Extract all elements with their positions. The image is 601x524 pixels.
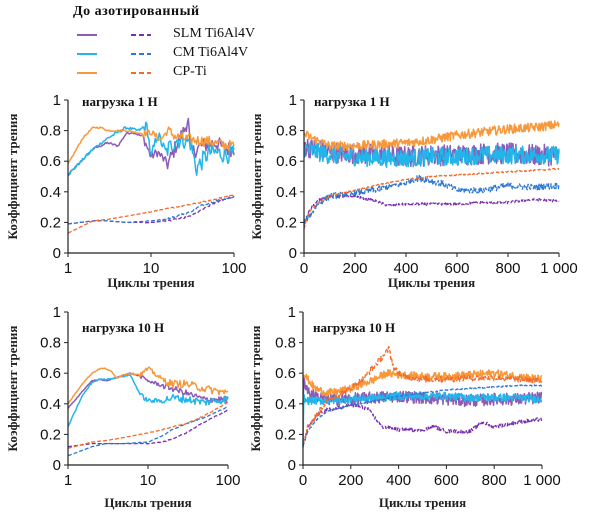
x-tick-label: 100 [215, 472, 240, 489]
series-line-cp-ti-до [302, 369, 543, 397]
legend-swatch-dashed [131, 34, 151, 36]
y-tick-label: 0.4 [40, 184, 61, 201]
panel-title: нагрузка 10 Н [313, 320, 395, 335]
series-line-cp-ti-азотированный [302, 346, 543, 444]
y-tick-label: 0.4 [40, 396, 61, 413]
x-tick-label: 10 [143, 260, 160, 277]
y-tick-label: 0 [289, 245, 297, 262]
y-axis-label: Коэффициент трения [248, 326, 263, 452]
panel-title: нагрузка 1 Н [314, 94, 390, 109]
series-line-cm-ti6al4v-азотированный [303, 174, 560, 225]
x-tick-label: 1 [64, 260, 72, 277]
x-tick-label: 800 [482, 472, 507, 489]
x-tick-label: 1 000 [540, 260, 578, 277]
y-axis-label: Коэффициент трения [5, 326, 20, 452]
series-line-cm-ti6al4v-до [67, 373, 229, 427]
y-tick-label: 0.6 [276, 153, 297, 170]
y-tick-label: 0.8 [40, 123, 61, 140]
series-line-slm-ti6al4v-азотированный [302, 403, 543, 443]
x-axis-label: Циклы трения [107, 275, 194, 290]
chart-panel-bottom-left: 0 0.2 0.4 0.6 0.8 1 1 10 100 нагрузка 10 Н Циклы т… [5, 304, 241, 510]
series-line-cp-ti-до [67, 366, 229, 405]
legend-swatch-solid [77, 53, 97, 55]
y-tick-label: 0.4 [275, 396, 296, 413]
y-tick-label: 0.8 [276, 123, 297, 140]
x-tick-label: 600 [444, 260, 469, 277]
series-group [302, 346, 543, 448]
x-tick-label: 100 [221, 260, 246, 277]
series-line-slm-ti6al4v-азотированный [67, 195, 235, 225]
series-line-cm-ti6al4v-до [67, 121, 235, 177]
legend-swatch-dashed [131, 53, 151, 55]
series-line-cm-ti6al4v-до [302, 391, 543, 448]
series-line-cm-ti6al4v-до [303, 142, 560, 169]
legend-title: До азотированный [73, 4, 200, 19]
series-line-cp-ti-азотированный [303, 167, 560, 230]
y-tick-label: 1 [289, 92, 297, 109]
x-tick-label: 0 [299, 472, 307, 489]
y-tick-label: 0.2 [276, 214, 297, 231]
x-axis-label: Циклы трения [388, 275, 475, 290]
x-tick-label: 600 [434, 472, 459, 489]
y-tick-label: 1 [288, 304, 296, 321]
legend-swatch-dashed [131, 72, 151, 74]
x-axis-label: Циклы трения [104, 495, 191, 510]
panel-title: нагрузка 10 Н [82, 320, 164, 335]
x-tick-label: 1 [64, 472, 72, 489]
series-line-cp-ti-азотированный [67, 193, 235, 234]
y-tick-label: 0.2 [275, 426, 296, 443]
x-tick-label: 400 [386, 472, 411, 489]
y-tick-label: 0 [288, 457, 296, 474]
y-tick-label: 1 [53, 92, 61, 109]
x-tick-label: 400 [393, 260, 418, 277]
legend-label: CM Ti6Al4V [173, 45, 249, 60]
y-tick-label: 0.2 [40, 426, 61, 443]
chart-panel-top-left: 0 0.2 0.4 0.6 0.8 1 1 10 100 нагрузка 1 Н Циклы тр… [5, 92, 247, 290]
x-tick-label: 200 [338, 472, 363, 489]
series-line-cp-ti-до [67, 126, 235, 165]
y-tick-label: 1 [53, 304, 61, 321]
series-line-cp-ti-до [303, 120, 560, 152]
x-tick-label: 200 [342, 260, 367, 277]
legend-entry-cpti: CP-Ti [73, 64, 293, 82]
y-tick-label: 0 [53, 245, 61, 262]
series-group [303, 120, 560, 230]
y-tick-label: 0.8 [40, 335, 61, 352]
series-line-slm-ti6al4v-до [67, 372, 229, 409]
x-axis-label: Циклы трения [379, 495, 466, 510]
y-tick-label: 0.6 [275, 365, 296, 382]
y-tick-label: 0.2 [40, 214, 61, 231]
legend-entry-cm: CM Ti6Al4V [73, 45, 293, 63]
y-tick-label: 0.4 [276, 184, 297, 201]
y-axis-label: Коэффициент трения [5, 114, 20, 240]
y-tick-label: 0.6 [40, 153, 61, 170]
y-tick-label: 0 [53, 457, 61, 474]
x-tick-label: 800 [495, 260, 520, 277]
series-group [67, 117, 235, 234]
series-line-slm-ti6al4v-азотированный [67, 409, 229, 448]
series-line-cp-ti-азотированный [67, 401, 229, 449]
series-line-cm-ti6al4v-азотированный [67, 406, 229, 457]
y-tick-label: 0.8 [275, 335, 296, 352]
y-axis-label: Коэффициент трения [249, 114, 264, 240]
series-line-cm-ti6al4v-азотированный [302, 384, 543, 447]
legend-entry-slm: SLM Ti6Al4V [73, 26, 293, 44]
series-group [67, 366, 229, 457]
legend-swatch-solid [77, 34, 97, 36]
x-tick-label: 10 [140, 472, 157, 489]
x-tick-label: 1 000 [523, 472, 561, 489]
chart-panel-top-right: 0 0.2 0.4 0.6 0.8 1 0 200 400 600 800 1 000 нагрузка… [249, 92, 578, 290]
legend-label: CP-Ti [173, 64, 207, 79]
chart-panel-bottom-right: 0 0.2 0.4 0.6 0.8 1 0 200 400 600 800 1 000 нагрузка… [248, 304, 561, 510]
legend-swatch-solid [77, 72, 97, 74]
y-tick-label: 0.6 [40, 365, 61, 382]
series-line-slm-ti6al4v-азотированный [303, 194, 560, 225]
legend-label: SLM Ti6Al4V [173, 26, 256, 41]
x-tick-label: 0 [300, 260, 308, 277]
panel-title: нагрузка 1 Н [82, 94, 158, 109]
